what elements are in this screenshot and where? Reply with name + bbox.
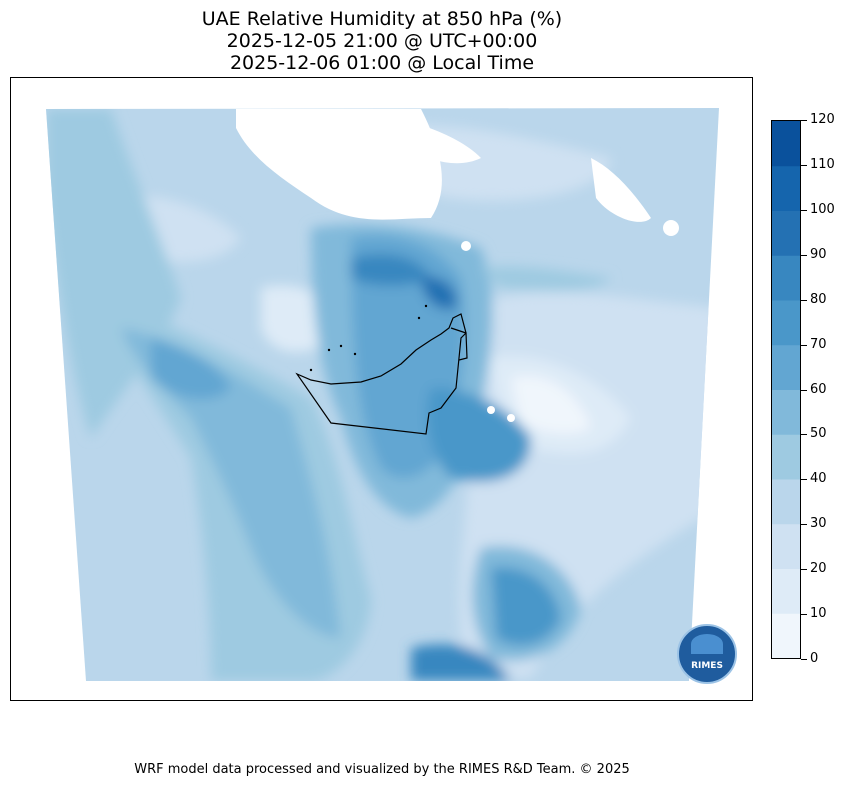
rimes-logo-text: RIMES bbox=[691, 661, 723, 671]
colorbar-tick bbox=[801, 300, 807, 301]
colorbar-tick-label: 70 bbox=[810, 337, 827, 352]
colorbar-tick-label: 120 bbox=[810, 112, 835, 127]
colorbar-band bbox=[772, 210, 800, 256]
chart-title-line2: 2025-12-05 21:00 @ UTC+00:00 bbox=[226, 30, 538, 52]
colorbar-tick-label: 30 bbox=[810, 516, 827, 531]
colorbar-tick-label: 100 bbox=[810, 202, 835, 217]
rimes-logo: RIMES bbox=[677, 624, 737, 684]
colorbar-tick-label: 40 bbox=[810, 471, 827, 486]
colorbar-tick-label: 0 bbox=[810, 651, 819, 666]
colorbar-band bbox=[772, 255, 800, 301]
credit-text: WRF model data processed and visualized … bbox=[134, 762, 630, 777]
colorbar-band bbox=[772, 344, 800, 390]
colorbar-tick bbox=[801, 345, 807, 346]
colorbar-tick-label: 110 bbox=[810, 157, 835, 172]
islands bbox=[309, 304, 428, 372]
humidity-field bbox=[46, 108, 719, 681]
colorbar-band bbox=[772, 434, 800, 480]
colorbar-tick-label: 80 bbox=[810, 292, 827, 307]
colorbar-bands bbox=[772, 121, 800, 659]
chart-title-line1: UAE Relative Humidity at 850 hPa (%) bbox=[201, 8, 563, 30]
colorbar-tick bbox=[801, 479, 807, 480]
colorbar-band bbox=[772, 389, 800, 435]
colorbar-tick-label: 50 bbox=[810, 426, 827, 441]
colorbar-tick-label: 20 bbox=[810, 561, 827, 576]
colorbar-band bbox=[772, 523, 800, 569]
colorbar-tick bbox=[801, 524, 807, 525]
colorbar-tick bbox=[801, 255, 807, 256]
colorbar-band bbox=[772, 121, 800, 167]
map-frame: RIMES bbox=[10, 77, 753, 701]
colorbar-tick bbox=[801, 659, 807, 660]
colorbar-tick bbox=[801, 390, 807, 391]
colorbar-tick-label: 60 bbox=[810, 382, 827, 397]
colorbar-tick bbox=[801, 434, 807, 435]
colorbar-tick bbox=[801, 210, 807, 211]
humidity-map bbox=[46, 108, 719, 681]
colorbar-tick bbox=[801, 120, 807, 121]
colorbar-band bbox=[772, 613, 800, 659]
chart-title-line3: 2025-12-06 01:00 @ Local Time bbox=[229, 52, 535, 74]
colorbar-band bbox=[772, 300, 800, 346]
colorbar-band bbox=[772, 479, 800, 525]
colorbar-band bbox=[772, 165, 800, 211]
colorbar-band bbox=[772, 568, 800, 614]
uae-boundary bbox=[295, 313, 468, 435]
colorbar-tick-label: 90 bbox=[810, 247, 827, 262]
colorbar-tick bbox=[801, 614, 807, 615]
colorbar bbox=[771, 120, 801, 659]
colorbar-tick bbox=[801, 569, 807, 570]
colorbar-tick bbox=[801, 165, 807, 166]
colorbar-tick-label: 10 bbox=[810, 606, 827, 621]
